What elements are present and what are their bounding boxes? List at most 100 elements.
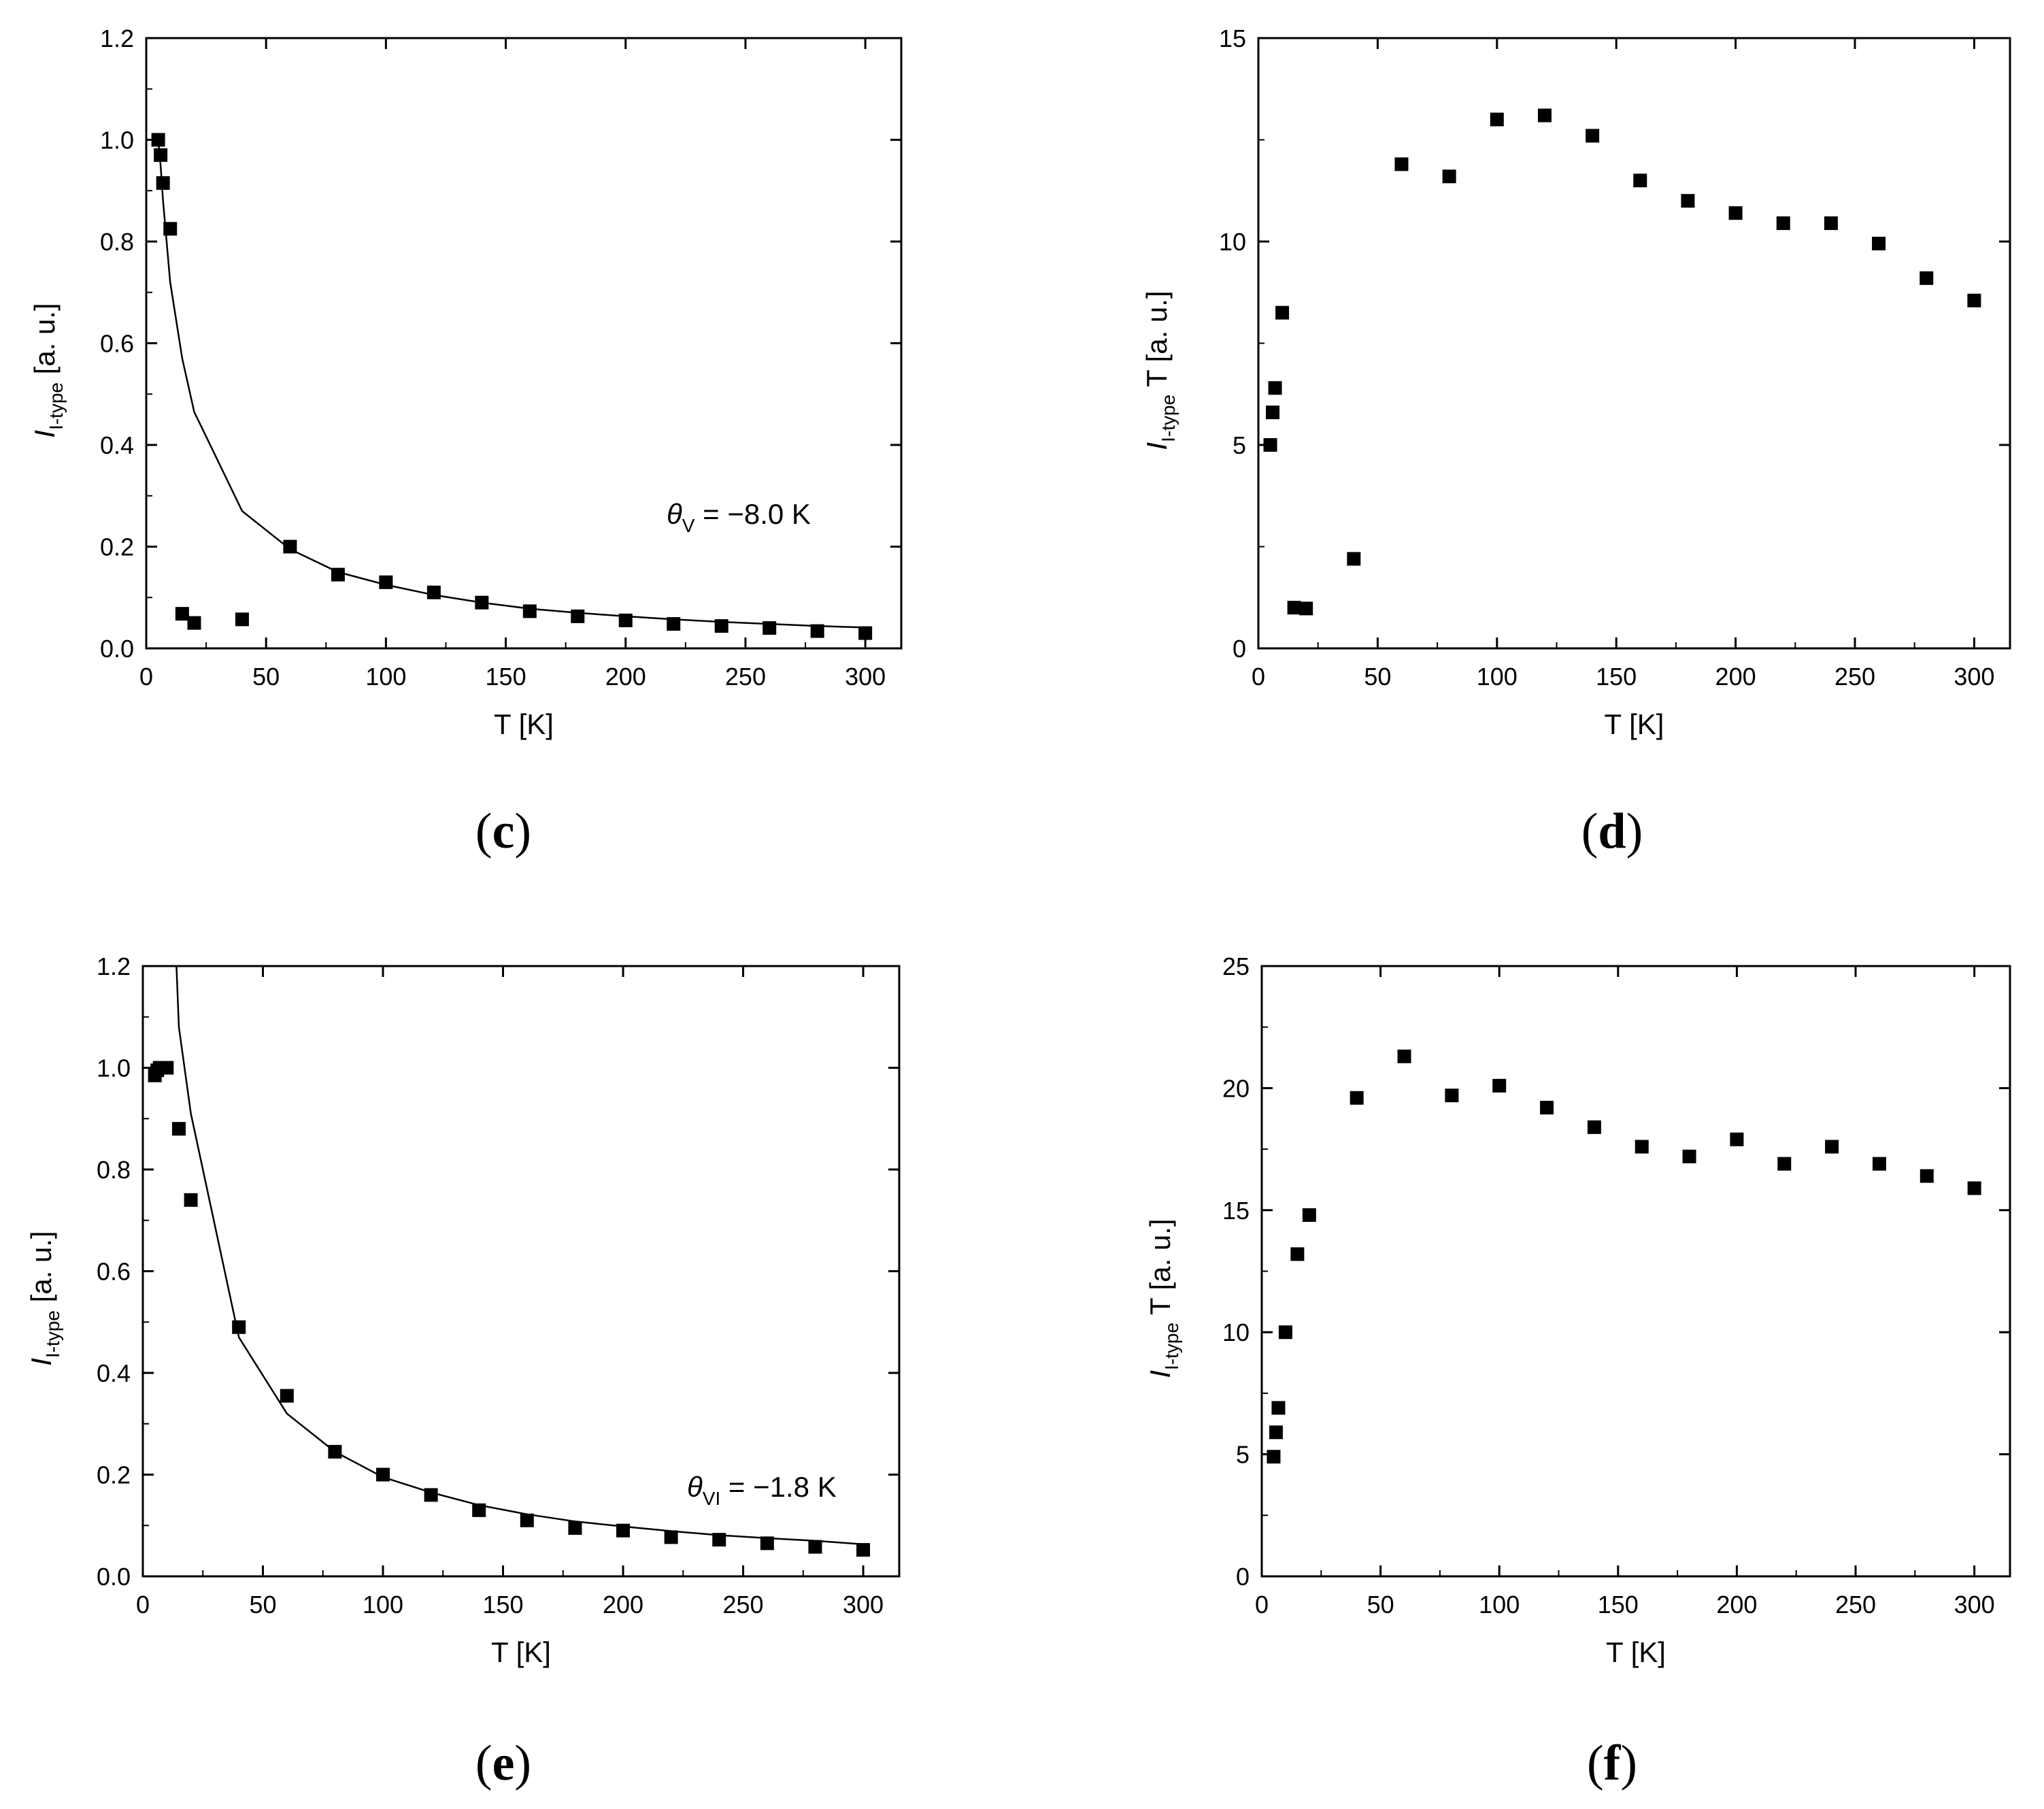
data-point <box>1442 169 1456 184</box>
panel-caption-letter: f <box>1603 1736 1621 1791</box>
data-point <box>1681 194 1695 208</box>
data-point <box>235 612 249 627</box>
plot-frame <box>1260 965 2011 1578</box>
x-tick-label: 100 <box>365 663 406 691</box>
x-tick-label: 100 <box>363 1591 403 1619</box>
x-tick-label: 250 <box>1834 663 1875 691</box>
fit-curve <box>175 965 864 1546</box>
data-point <box>522 604 537 618</box>
y-axis-title-unit: [a. u.] <box>25 1231 57 1310</box>
data-point <box>1350 1091 1364 1105</box>
panel-caption-letter: c <box>492 803 515 859</box>
data-point <box>331 567 345 582</box>
data-point <box>1633 173 1647 188</box>
data-point <box>1586 129 1600 143</box>
data-point <box>376 1467 390 1482</box>
theta-annotation: θVI = −1.8 K <box>687 1471 837 1509</box>
data-point <box>156 176 170 190</box>
data-point <box>1302 1208 1316 1222</box>
y-tick-label: 1.2 <box>100 24 134 52</box>
data-point <box>1682 1149 1696 1163</box>
data-point <box>1397 1049 1411 1063</box>
x-tick-label: 0 <box>136 1591 150 1619</box>
x-tick-label: 0 <box>1255 1591 1269 1619</box>
y-axis-title: II-type [a. u.] <box>25 1231 63 1365</box>
data-point <box>1540 1101 1554 1115</box>
data-point <box>1275 305 1290 320</box>
data-point <box>283 540 297 554</box>
panel-caption-c: (c) <box>475 803 532 859</box>
data-point <box>163 222 178 236</box>
data-point <box>1824 216 1838 231</box>
data-point <box>664 1530 678 1544</box>
x-tick-label: 300 <box>1954 1591 1995 1619</box>
x-tick-label: 50 <box>249 1591 276 1619</box>
data-point <box>1872 236 1886 250</box>
y-tick-label: 0.2 <box>100 533 134 561</box>
x-tick-label: 250 <box>725 663 766 691</box>
chart-panel-d: 0 50 100 150 200 250 300 0 5 10 15 T [K] II-type T [… <box>1141 24 2011 740</box>
data-point <box>1299 601 1313 616</box>
y-axis-title: II-type T [a. u.] <box>1144 1218 1182 1378</box>
data-point <box>1776 216 1790 231</box>
x-tick-label: 200 <box>603 1591 643 1619</box>
panel-caption-e: (e) <box>475 1736 532 1791</box>
data-point <box>520 1513 534 1527</box>
y-tick-label: 25 <box>1222 952 1250 980</box>
data-point <box>1347 552 1361 566</box>
y-tick-label: 15 <box>1219 24 1246 52</box>
y-tick-label: 0.6 <box>100 330 134 358</box>
data-point <box>1920 271 1934 285</box>
data-point <box>232 1320 246 1334</box>
data-point <box>1587 1120 1601 1134</box>
x-tick-label: 200 <box>605 663 646 691</box>
x-tick-label: 300 <box>843 1591 884 1619</box>
data-point <box>856 1543 871 1557</box>
x-tick-label: 200 <box>1716 1591 1757 1619</box>
data-point <box>760 1536 774 1550</box>
x-tick-label: 250 <box>1835 1591 1876 1619</box>
data-point <box>763 621 777 635</box>
data-point <box>1728 206 1743 220</box>
data-point <box>616 1523 631 1538</box>
theta-subscript: VI <box>703 1488 720 1509</box>
data-point <box>1278 1325 1292 1340</box>
data-point <box>1777 1157 1792 1171</box>
data-point <box>808 1540 822 1554</box>
x-tick-label: 150 <box>486 663 526 691</box>
y-tick-label: 5 <box>1233 431 1246 459</box>
x-tick-label: 200 <box>1715 663 1756 691</box>
panel-caption-letter: d <box>1598 803 1626 859</box>
data-point <box>667 617 681 631</box>
y-tick-label: 0.4 <box>97 1359 131 1387</box>
y-tick-label: 0.0 <box>100 635 134 663</box>
data-point <box>1290 1247 1305 1261</box>
data-point <box>714 619 728 633</box>
y-tick-label: 1.2 <box>97 952 131 980</box>
data-point <box>1287 601 1301 615</box>
data-point <box>1445 1089 1459 1103</box>
data-point <box>187 616 201 630</box>
data-point <box>712 1533 726 1547</box>
y-tick-label: 0.8 <box>97 1156 131 1184</box>
y-axis-title-unit: T [a. u.] <box>1141 291 1173 395</box>
y-tick-label: 0.2 <box>97 1461 131 1489</box>
data-point <box>1730 1132 1744 1146</box>
y-axis-title-unit: T [a. u.] <box>1144 1218 1176 1323</box>
data-point <box>1490 112 1504 127</box>
theta-annotation: θV = −8.0 K <box>667 498 811 536</box>
data-point <box>1271 1401 1286 1415</box>
plot-frame <box>145 37 903 650</box>
data-point <box>810 624 824 638</box>
x-tick-label: 250 <box>723 1591 764 1619</box>
y-tick-label: 10 <box>1222 1318 1250 1346</box>
data-point <box>171 1122 186 1136</box>
panel-caption-letter: e <box>492 1736 515 1791</box>
data-point <box>858 626 873 640</box>
data-point <box>151 133 165 147</box>
y-tick-label: 10 <box>1219 228 1246 256</box>
y-tick-label: 0.6 <box>97 1258 131 1286</box>
data-point <box>1967 1181 1981 1195</box>
y-tick-label: 0.0 <box>97 1563 131 1591</box>
data-point <box>618 613 633 627</box>
